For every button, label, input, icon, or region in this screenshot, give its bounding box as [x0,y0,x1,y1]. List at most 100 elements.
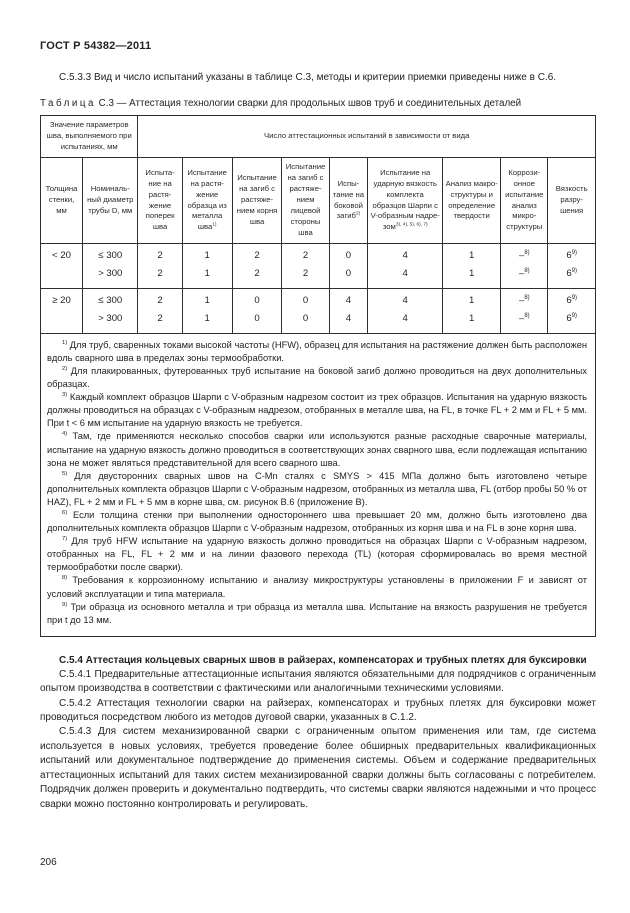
footnote-ref: 9) [571,249,577,256]
footnote-5: 5) Для двусторонних сварных швов на С-Mn… [47,470,587,507]
value-cell: 69) [547,287,595,310]
footnote-ref: 9) [571,312,577,319]
column-header-8: Испытание на ударную вязкость комплекта … [367,157,443,244]
column-header-11: Вяз­кость разру­шения [547,157,595,244]
table-header-row-columns: Толщи­на стенки, мм Номиналь­ный диа­метр… [41,157,595,244]
table-frame: Значение параметров шва, выполняемого пр… [40,115,596,637]
footnote-marker: 7) [62,536,68,543]
value-cell: 0 [281,287,330,310]
table-body: < 20 ≤ 300 2 1 2 2 0 4 1 –8) 69) > 300 2 1 2 2 0 4 1 –8) 69)… [41,242,595,333]
value-cell: –8) [500,264,548,289]
value-cell: 1 [442,287,501,310]
value-cell: 4 [367,309,443,333]
section-paragraph-2: С.5.4.2 Аттестация технологии сварки на … [40,697,596,724]
value-cell: 1 [181,309,233,333]
value-cell: 0 [328,242,368,265]
value-cell: 2 [281,242,330,265]
footnote-ref: 9) [571,294,577,301]
value-cell: 4 [328,287,368,310]
column-header-3: Испыта­ние на растя­жение поперек шва [137,157,183,244]
value-cell: –8) [500,309,548,333]
footnote-7: 7) Для труб HFW испытание на ударную вяз… [47,536,587,573]
footnote-marker: 1) [62,339,68,346]
table-caption-label: Таблица [40,98,96,110]
footnote-2: 2) Для плакированных, футерованных труб … [47,365,587,390]
diameter-cell: > 300 [82,309,138,333]
value-cell: 4 [367,242,443,265]
column-header-7: Испы­тание на боко­вой загиб2) [328,157,368,244]
value-cell: 1 [181,264,233,289]
table-header-row-top: Значение параметров шва, выполняемого пр… [41,116,595,159]
footnote-ref: 8) [524,312,530,319]
column-header-6: Испыта­ние на загиб с растяже­нием лицев… [281,157,330,244]
column-header-10: Коррози­онное испыта­ние анализ микро­ст… [500,157,548,244]
column-header-2: Номиналь­ный диа­метр трубы D, мм [82,157,138,244]
table-row: ≥ 20 ≤ 300 2 1 0 0 4 4 1 –8) 69) [41,287,595,333]
footnotes-block: 1) Для труб, сваренных токами высокой ча… [41,332,595,636]
value-cell: 0 [231,287,282,310]
footnote-marker: 2) [62,365,68,372]
footnote-9: 9) Три образца из основного металла и тр… [47,601,587,625]
column-header-5: Испыта­ние на загиб с растяже­нием корня… [231,157,282,244]
footnote-ref: 1) [212,222,217,228]
footnote-ref: 2) [355,211,361,217]
document-header: ГОСТ Р 54382—2011 [40,40,152,52]
value-cell: 2 [281,264,330,289]
value-cell: 4 [367,287,443,310]
thickness-cell: ≥ 20 [41,287,83,333]
value-cell: 69) [547,309,595,333]
diameter-cell: ≤ 300 [82,287,138,310]
footnote-marker: 8) [62,575,68,582]
footnote-ref: 8) [524,294,530,301]
footnote-3: 3) Каждый комплект образцов Шарпи с V-об… [47,392,587,429]
value-cell: 0 [328,264,368,289]
table-row: > 300 2 1 2 2 0 4 1 –8) 69) [41,264,595,289]
column-header-1: Толщи­на стенки, мм [41,157,83,244]
footnote-ref: 3), 4), 5), 6), 7) [395,222,428,228]
thickness-cell: < 20 [41,242,83,289]
value-cell: 0 [231,309,282,333]
diameter-cell: ≤ 300 [82,242,138,265]
value-cell: 1 [181,242,233,265]
footnote-marker: 4) [62,431,68,438]
footnote-marker: 6) [62,509,68,516]
value-cell: 2 [137,309,183,333]
section-paragraph-1: С.5.4.1 Предварительные аттестационные и… [40,668,596,695]
value-cell: 1 [442,309,501,333]
value-cell: –8) [500,242,548,265]
footnote-marker: 5) [62,470,68,477]
value-cell: 0 [281,309,330,333]
footnote-ref: 9) [571,267,577,274]
value-cell: 1 [442,264,501,289]
section-heading: С.5.4 Аттестация кольцевых сварных швов … [59,654,587,666]
header-cell-weld-parameters: Значение параметров шва, выполняемого пр… [41,116,138,159]
column-header-4: Испытание на растя­жение образца из мета… [181,157,233,244]
document-page: ГОСТ Р 54382—2011 С.5.3.3 Вид и число ис… [40,40,596,868]
footnote-marker: 3) [62,392,68,399]
footnote-4: 4) Там, где применяются несколько способ… [47,431,587,468]
value-cell: 1 [442,242,501,265]
value-cell: 2 [137,287,183,310]
table-caption-number: С.3 [98,98,114,110]
footnote-8: 8) Требования к коррозионному испытанию … [47,575,587,599]
section-paragraph-3: С.5.4.3 Для систем механизированной свар… [40,726,596,810]
footnote-6: 6) Если толщина стенки при выполнении од… [47,509,587,534]
table-row: > 300 2 1 0 0 4 4 1 –8) 69) [41,309,595,333]
table-row: < 20 ≤ 300 2 1 2 2 0 4 1 –8) 69) [41,242,595,289]
page-number: 206 [40,857,57,868]
footnote-1: 1) Для труб, сваренных токами высокой ча… [47,339,587,363]
column-header-9: Анализ макро­структуры и опреде­ление тв… [442,157,501,244]
value-cell: 4 [367,264,443,289]
value-cell: 69) [547,264,595,289]
footnote-ref: 8) [524,249,530,256]
header-cell-number-of-tests: Число аттестационных испытаний в зависим… [137,116,595,159]
value-cell: –8) [500,287,548,310]
value-cell: 2 [137,264,183,289]
attestation-table: Значение параметров шва, выполняемого пр… [41,116,595,333]
value-cell: 69) [547,242,595,265]
table-caption: Таблица С.3 — Аттестация технологии свар… [40,98,596,109]
value-cell: 1 [181,287,233,310]
value-cell: 2 [137,242,183,265]
value-cell: 4 [328,309,368,333]
table-caption-title: — Аттестация технологии сварки для продо… [116,98,522,110]
